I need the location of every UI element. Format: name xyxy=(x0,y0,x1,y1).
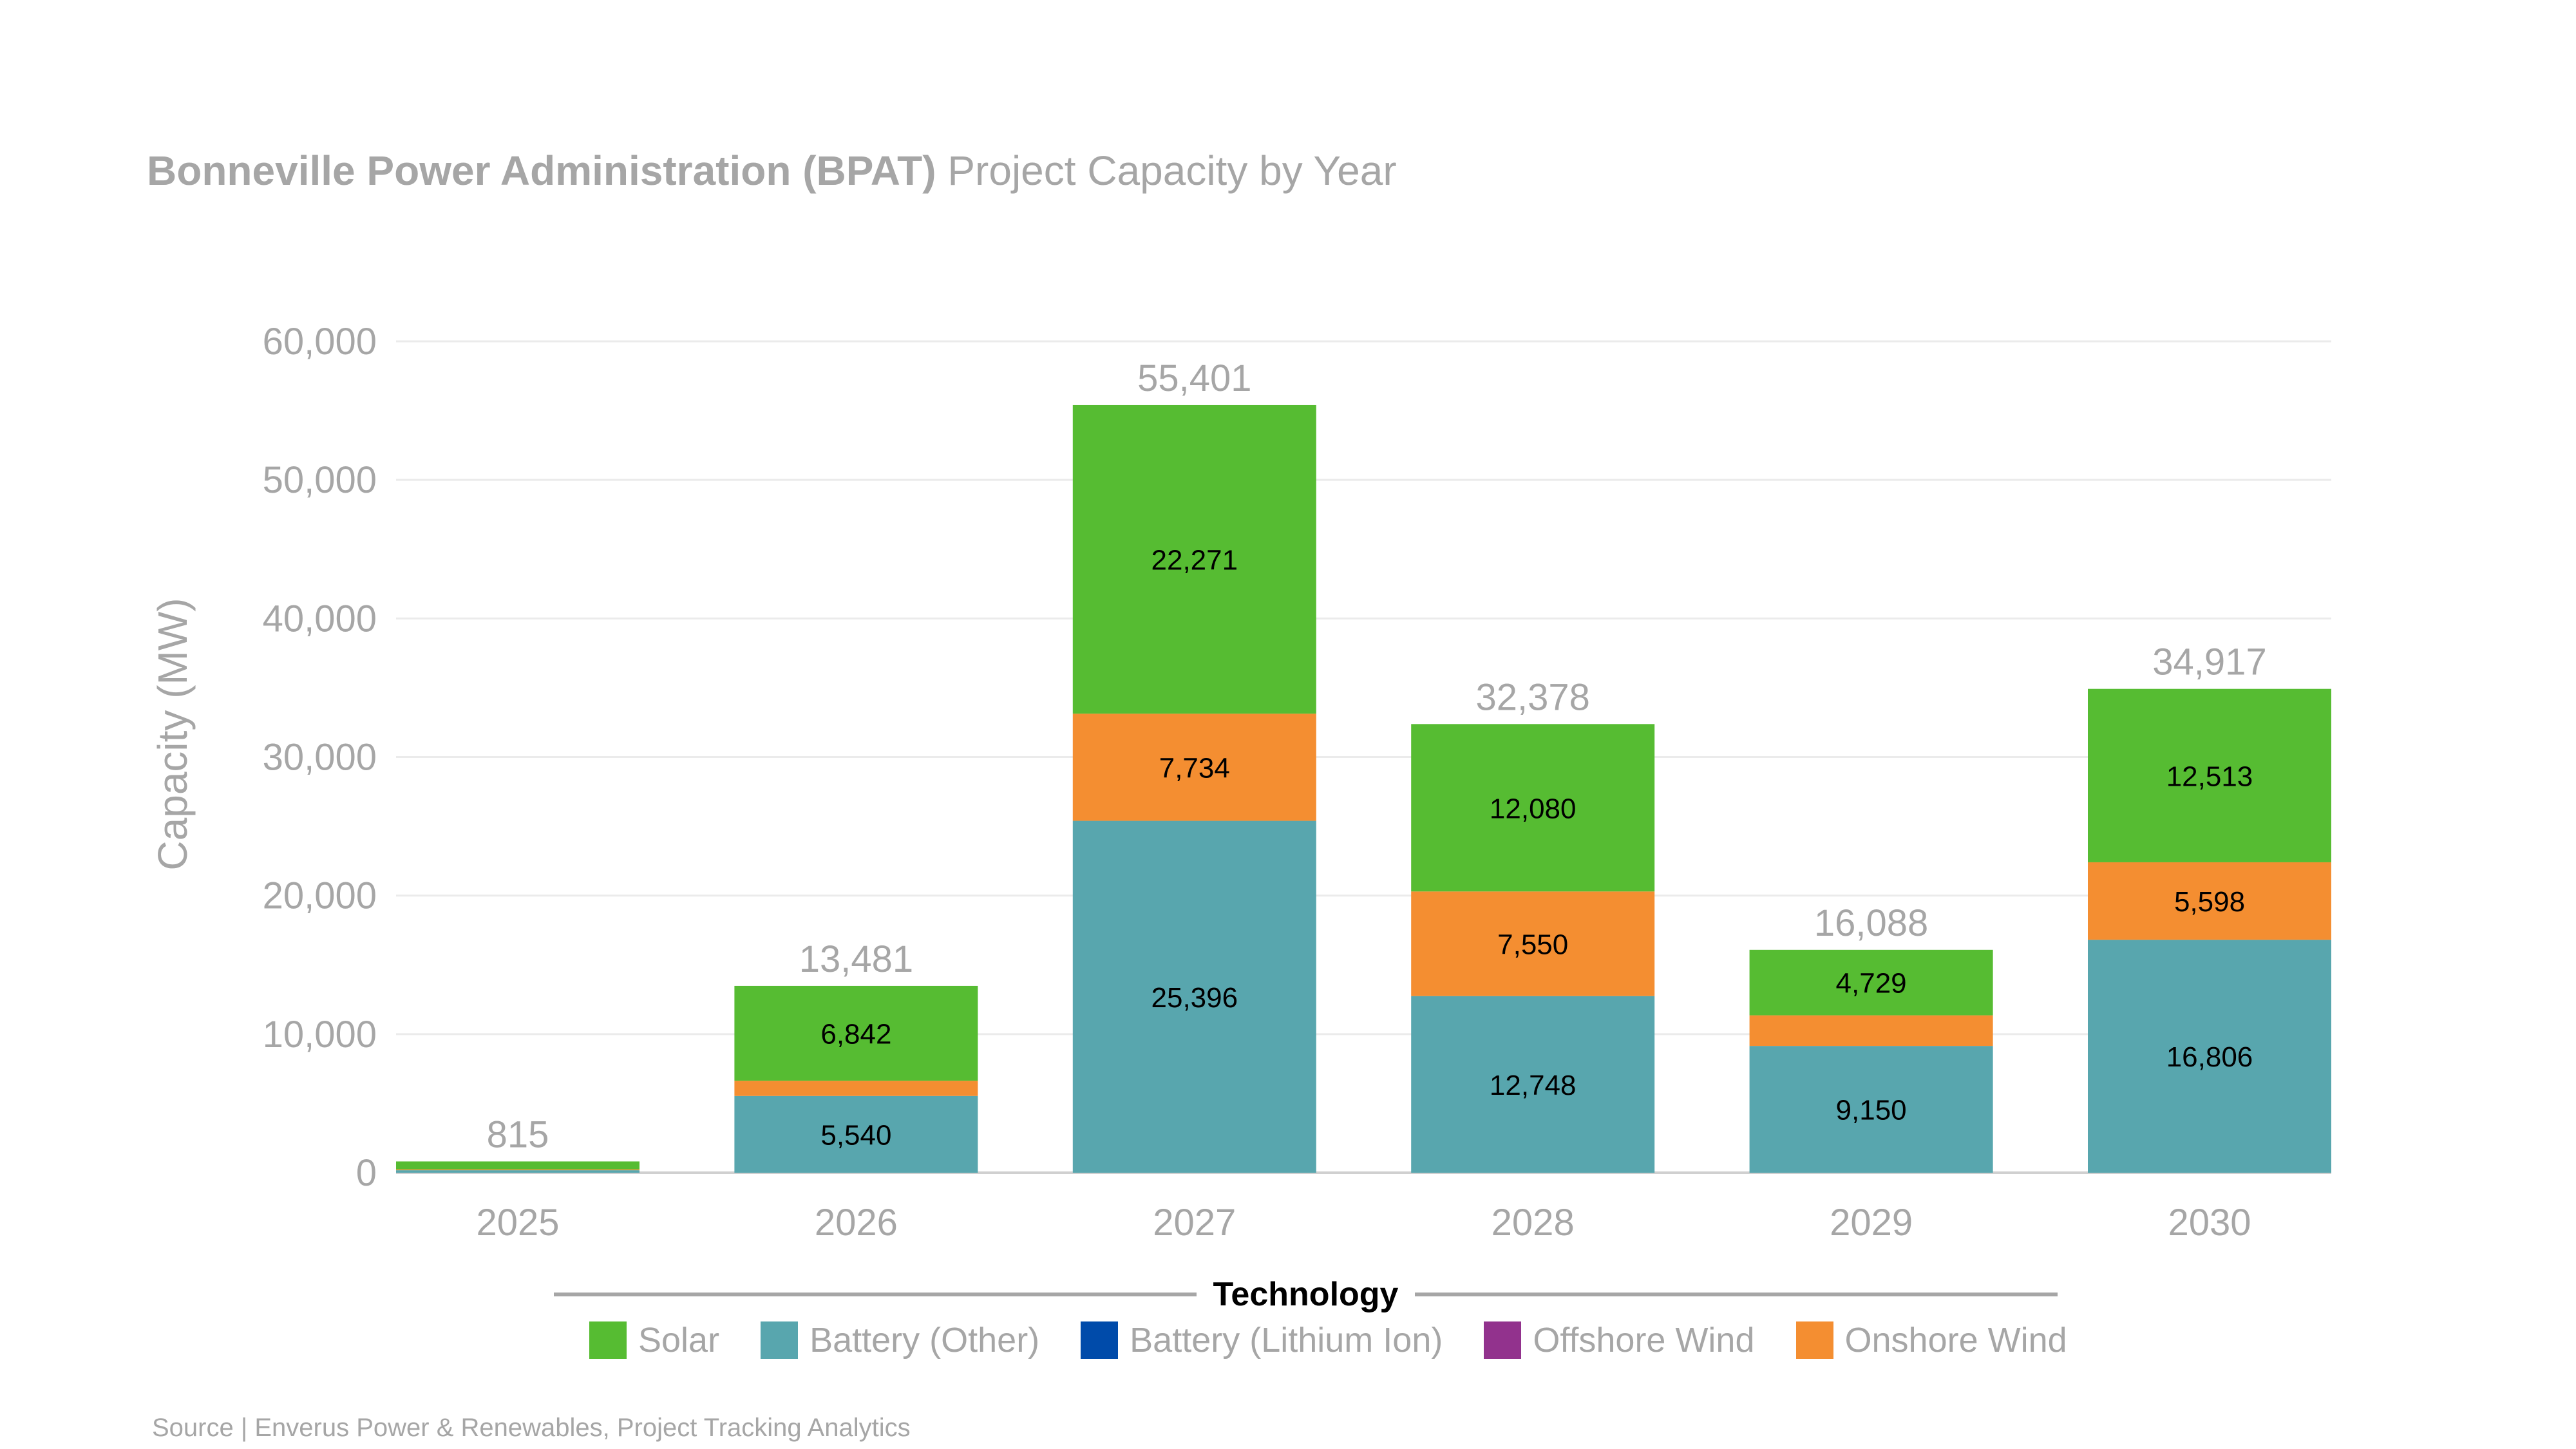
legend-item[interactable]: Battery (Lithium Ion) xyxy=(1081,1320,1443,1360)
bar-segment-onshore-wind xyxy=(2088,862,2331,940)
bar-segment-solar xyxy=(396,1161,639,1170)
x-tick-label: 2027 xyxy=(1153,1202,1236,1244)
segment-value-label: 5,540 xyxy=(820,1119,891,1151)
stacked-bar-chart: 0 10,000 20,000 30,000 40,000 50,000 60,000 Ca… xyxy=(149,321,2331,1244)
y-tick-label: 50,000 xyxy=(263,459,377,501)
bar-segment-onshore-wind xyxy=(1749,1015,1993,1046)
chart-title: Bonneville Power Administration (BPAT) P… xyxy=(147,147,1397,194)
legend-swatch xyxy=(1081,1321,1119,1359)
bar-segment-solar xyxy=(2088,688,2331,862)
x-tick-label: 2029 xyxy=(1830,1202,1913,1244)
bar-segment-battery-other- xyxy=(1072,820,1316,1173)
legend-divider-right xyxy=(1415,1293,2058,1296)
segment-value-label: 4,729 xyxy=(1836,968,1907,999)
bar-segment-onshore-wind xyxy=(1072,714,1316,821)
segment-value-label: 9,150 xyxy=(1836,1095,1907,1126)
bar-segment-battery-other- xyxy=(734,1095,978,1173)
legend-label: Battery (Other) xyxy=(810,1321,1040,1359)
x-tick-label: 2030 xyxy=(2168,1202,2251,1244)
legend-item[interactable]: Solar xyxy=(589,1320,719,1360)
legend-swatch xyxy=(589,1321,627,1359)
bar-segment-battery-other- xyxy=(2088,940,2331,1173)
segment-value-label: 12,513 xyxy=(2166,761,2253,792)
bar-stack-2025: 815 xyxy=(396,1113,639,1173)
x-tick-label: 2028 xyxy=(1492,1202,1575,1244)
bars: 815 5,540 6,842 13,481 25,396 7,734 22,271 55,4… xyxy=(396,357,2331,1173)
legend-header: Technology xyxy=(554,1272,2058,1317)
bar-total-label: 16,088 xyxy=(1814,902,1928,944)
x-axis-ticks: 2025 2026 2027 2028 2029 2030 xyxy=(476,1202,2251,1244)
bar-segment-battery-other- xyxy=(1749,1046,1993,1173)
y-tick-label: 10,000 xyxy=(263,1014,377,1056)
legend-divider-left xyxy=(554,1293,1197,1296)
chart-title-bold: Bonneville Power Administration (BPAT) xyxy=(147,147,936,194)
legend-item[interactable]: Onshore Wind xyxy=(1795,1320,2067,1360)
segment-value-label: 12,080 xyxy=(1490,793,1577,824)
bar-total-label: 815 xyxy=(487,1113,549,1155)
legend-item[interactable]: Battery (Other) xyxy=(761,1320,1039,1360)
source-note: Source | Enverus Power & Renewables, Pro… xyxy=(152,1414,911,1442)
legend-item[interactable]: Offshore Wind xyxy=(1484,1320,1755,1360)
bar-stack-2027: 25,396 7,734 22,271 55,401 xyxy=(1072,357,1316,1173)
y-tick-label: 60,000 xyxy=(263,321,377,363)
legend-title: Technology xyxy=(1213,1276,1399,1313)
segment-value-label: 16,806 xyxy=(2166,1041,2253,1073)
bar-segment-solar xyxy=(1749,949,1993,1016)
bar-stack-2030: 16,806 5,598 12,513 34,917 xyxy=(2088,641,2331,1173)
bar-total-label: 32,378 xyxy=(1475,676,1589,718)
bar-segment-solar xyxy=(734,985,978,1081)
bar-segment-onshore-wind xyxy=(1411,891,1655,996)
x-tick-label: 2026 xyxy=(815,1202,898,1244)
y-tick-label: 40,000 xyxy=(263,598,377,639)
bar-total-label: 13,481 xyxy=(799,938,913,980)
segment-value-label: 5,598 xyxy=(2174,886,2245,918)
segment-value-label: 6,842 xyxy=(820,1019,891,1050)
y-axis-title: Capacity (MW) xyxy=(149,598,196,870)
bar-stack-2029: 9,150 4,729 16,088 xyxy=(1749,902,1993,1173)
legend: Solar Battery (Other) Battery (Lithium Ion… xyxy=(589,1320,2108,1360)
legend-label: Offshore Wind xyxy=(1533,1321,1755,1359)
bar-segment-onshore-wind xyxy=(734,1081,978,1096)
bar-segment-battery-other- xyxy=(396,1170,639,1173)
y-axis-ticks: 0 10,000 20,000 30,000 40,000 50,000 60,000 xyxy=(263,321,377,1194)
segment-value-label: 7,550 xyxy=(1497,929,1568,960)
chart-title-regular: Project Capacity by Year xyxy=(947,147,1397,194)
bar-segment-battery-other- xyxy=(1411,996,1655,1173)
segment-value-label: 7,734 xyxy=(1159,752,1230,784)
legend-swatch xyxy=(1484,1321,1522,1359)
legend-swatch xyxy=(1795,1321,1833,1359)
bar-stack-2026: 5,540 6,842 13,481 xyxy=(734,938,978,1173)
segment-value-label: 22,271 xyxy=(1151,545,1238,576)
bar-segment-solar xyxy=(1411,724,1655,892)
segment-value-label: 12,748 xyxy=(1490,1070,1577,1101)
x-tick-label: 2025 xyxy=(476,1202,559,1244)
legend-label: Onshore Wind xyxy=(1844,1321,2067,1359)
bar-stack-2028: 12,748 7,550 12,080 32,378 xyxy=(1411,676,1655,1173)
legend-label: Solar xyxy=(638,1321,720,1359)
bar-total-label: 34,917 xyxy=(2152,641,2266,683)
y-tick-label: 0 xyxy=(356,1152,377,1194)
bar-segment-solar xyxy=(1072,404,1316,714)
legend-label: Battery (Lithium Ion) xyxy=(1130,1321,1443,1359)
segment-value-label: 25,396 xyxy=(1151,982,1238,1014)
bar-total-label: 55,401 xyxy=(1137,357,1251,399)
y-tick-label: 20,000 xyxy=(263,875,377,917)
y-tick-label: 30,000 xyxy=(263,737,377,779)
legend-swatch xyxy=(761,1321,799,1359)
gridlines xyxy=(396,340,2331,1174)
